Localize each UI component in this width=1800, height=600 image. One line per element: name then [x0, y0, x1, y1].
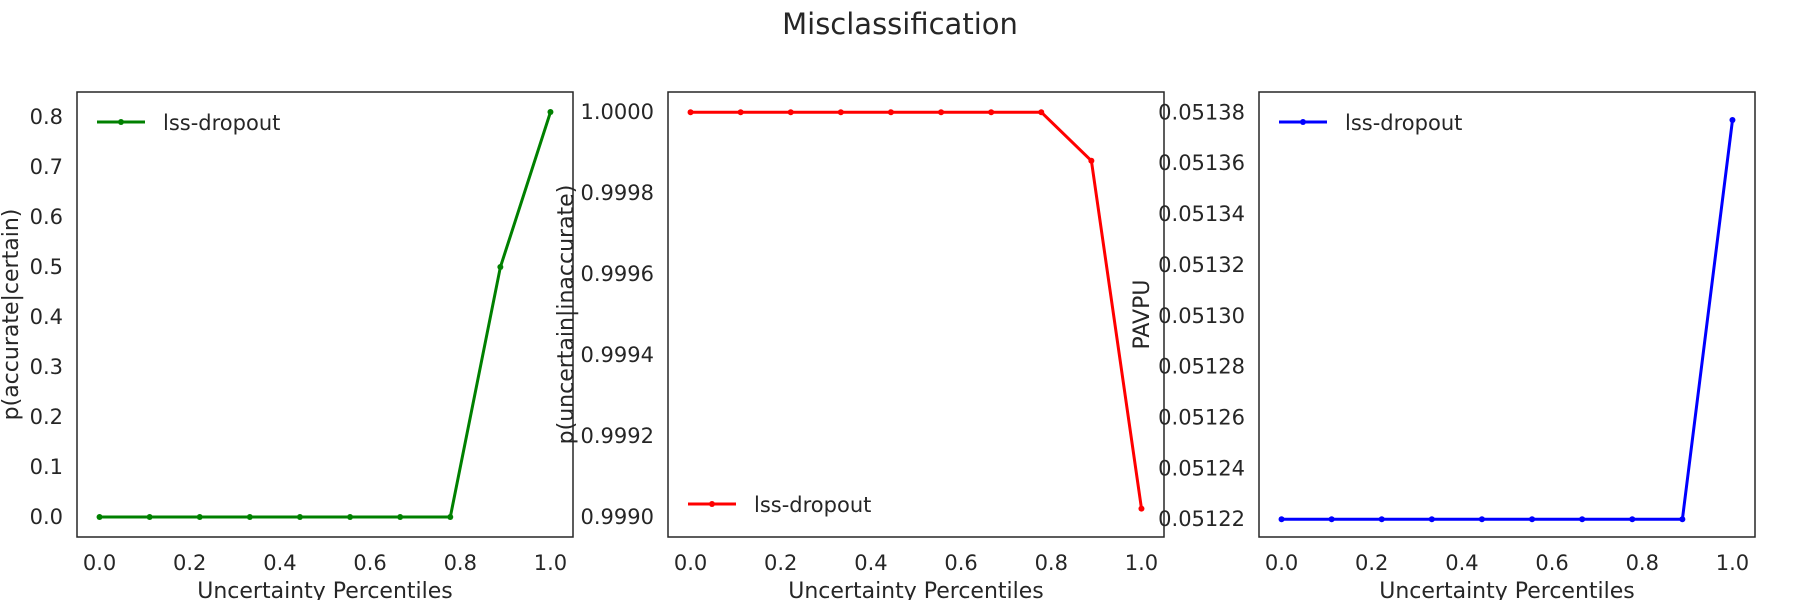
data-point [347, 514, 354, 520]
data-point [547, 109, 554, 115]
y-tick-label: 0.0 [30, 505, 63, 529]
data-point [938, 109, 945, 116]
data-point [246, 514, 253, 520]
y-tick-label: 0.1 [30, 455, 63, 479]
y-tick-label: 0.9990 [581, 505, 654, 529]
data-point [296, 514, 303, 520]
x-tick-label: 0.2 [173, 551, 206, 575]
y-tick-label: 0.05124 [1158, 456, 1245, 480]
data-point [1088, 157, 1095, 164]
x-tick-label: 0.2 [764, 551, 797, 575]
data-point [1729, 116, 1736, 123]
legend-label: lss-dropout [754, 493, 871, 517]
x-tick-label: 0.0 [83, 551, 116, 575]
x-tick-label: 0.2 [1355, 551, 1388, 575]
data-point [1428, 516, 1435, 523]
series-line [99, 111, 552, 519]
legend-marker [118, 119, 124, 125]
y-tick-label: 0.4 [30, 305, 63, 329]
y-tick-label: 0.05130 [1158, 304, 1245, 328]
legend-label: lss-dropout [163, 111, 280, 135]
y-tick-label: 1.0000 [581, 100, 654, 124]
data-point [146, 514, 153, 520]
x-axis-label: Uncertainty Percentiles [197, 579, 453, 600]
data-point [837, 109, 844, 116]
x-tick-label: 1.0 [1125, 551, 1158, 575]
x-axis-label: Uncertainty Percentiles [788, 579, 1044, 600]
x-tick-label: 0.4 [854, 551, 887, 575]
x-tick-label: 0.0 [674, 551, 707, 575]
data-point [687, 109, 694, 116]
axes-frame [667, 91, 1165, 538]
y-tick-label: 0.05122 [1158, 507, 1245, 531]
y-axis-label: PAVPU [1130, 280, 1155, 350]
data-point [1278, 516, 1285, 523]
x-tick-label: 1.0 [1716, 551, 1749, 575]
data-point [887, 109, 894, 116]
data-point [737, 109, 744, 116]
y-tick-label: 0.05128 [1158, 355, 1245, 379]
data-point [1478, 516, 1485, 523]
legend: lss-dropout [1279, 111, 1462, 135]
legend: lss-dropout [688, 493, 871, 517]
series-line [1281, 119, 1734, 521]
y-tick-label: 0.7 [30, 155, 63, 179]
axes-frame [1258, 91, 1756, 538]
y-tick-label: 0.05138 [1158, 100, 1245, 124]
data-point [1529, 516, 1536, 523]
y-tick-label: 0.6 [30, 205, 63, 229]
legend-marker [709, 501, 715, 507]
x-tick-label: 1.0 [534, 551, 567, 575]
data-point [1138, 505, 1145, 512]
y-tick-label: 0.9998 [581, 181, 654, 205]
x-tick-label: 0.6 [944, 551, 977, 575]
y-tick-label: 0.9994 [581, 343, 654, 367]
data-point [1679, 516, 1686, 523]
y-tick-label: 0.05134 [1158, 202, 1245, 226]
y-tick-label: 0.05126 [1158, 405, 1245, 429]
x-tick-label: 0.8 [444, 551, 477, 575]
x-tick-label: 0.4 [1445, 551, 1478, 575]
x-axis-label: Uncertainty Percentiles [1379, 579, 1635, 600]
data-point [196, 514, 203, 520]
legend-label: lss-dropout [1345, 111, 1462, 135]
subplot-3: 0.0 0.2 0.4 0.6 0.8 1.0 0.05122 0.05124 0.05126 0… [1130, 91, 1756, 600]
y-tick-label: 0.3 [30, 355, 63, 379]
data-point [1629, 516, 1636, 523]
x-tick-label: 0.6 [1535, 551, 1568, 575]
data-point [787, 109, 794, 116]
x-tick-label: 0.6 [353, 551, 386, 575]
legend-marker [1300, 119, 1306, 125]
data-point [1579, 516, 1586, 523]
y-tick-label: 0.8 [30, 105, 63, 129]
y-axis-label: p(uncertain|inaccurate) [554, 185, 579, 445]
y-tick-label: 0.9996 [581, 262, 654, 286]
y-tick-label: 0.2 [30, 405, 63, 429]
data-point [988, 109, 995, 116]
x-tick-label: 0.0 [1265, 551, 1298, 575]
data-point [447, 514, 454, 520]
series-line [690, 110, 1143, 509]
data-point [1038, 109, 1045, 116]
y-tick-label: 0.9992 [581, 424, 654, 448]
data-point [1378, 516, 1385, 523]
figure-title: Misclassification [782, 7, 1018, 41]
data-point [96, 514, 103, 520]
data-point [497, 264, 504, 270]
data-point [397, 514, 404, 520]
x-tick-label: 0.4 [263, 551, 296, 575]
subplot-2: 0.0 0.2 0.4 0.6 0.8 1.0 0.9990 0.9992 0.9994 0.99… [554, 91, 1165, 600]
axes-frame [76, 91, 574, 538]
legend: lss-dropout [97, 111, 280, 135]
y-axis-label: p(accurate|certain) [0, 209, 24, 421]
y-tick-label: 0.05132 [1158, 253, 1245, 277]
x-tick-label: 0.8 [1035, 551, 1068, 575]
y-tick-label: 0.05136 [1158, 151, 1245, 175]
data-point [1328, 516, 1335, 523]
x-tick-label: 0.8 [1626, 551, 1659, 575]
subplot-1: 0.0 0.2 0.4 0.6 0.8 1.0 0.0 0.1 0.2 0.3 0.4 0.5 0.6 0… [0, 91, 574, 600]
y-tick-label: 0.5 [30, 255, 63, 279]
